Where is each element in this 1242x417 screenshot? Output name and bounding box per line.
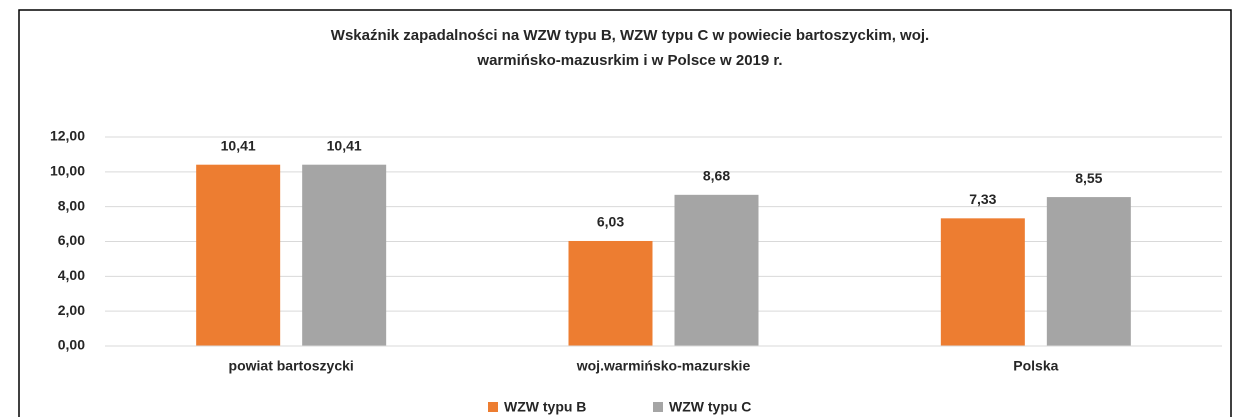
data-label: 8,68	[703, 168, 730, 184]
bar	[196, 164, 281, 346]
x-tick-label: powiat bartoszycki	[229, 358, 354, 374]
chart-title: warmińsko-mazusrkim i w Polsce w 2019 r.	[476, 52, 782, 69]
data-label: 10,41	[221, 137, 256, 153]
y-tick-label: 10,00	[50, 163, 85, 179]
bar	[1046, 197, 1131, 346]
data-label: 7,33	[969, 191, 996, 207]
bar	[568, 240, 653, 346]
y-tick-label: 2,00	[58, 302, 85, 318]
y-tick-label: 12,00	[50, 128, 85, 144]
legend-swatch	[488, 402, 498, 412]
data-label: 6,03	[597, 214, 624, 230]
bar	[674, 194, 759, 346]
chart-title: Wskaźnik zapadalności na WZW typu B, WZW…	[331, 27, 929, 44]
x-tick-label: woj.warmińsko-mazurskie	[576, 358, 751, 374]
legend-label: WZW typu B	[504, 399, 586, 415]
legend-label: WZW typu C	[669, 399, 751, 415]
data-label: 10,41	[327, 137, 362, 153]
x-tick-label: Polska	[1013, 358, 1058, 374]
bar	[940, 218, 1025, 346]
data-label: 8,55	[1075, 170, 1102, 186]
legend-swatch	[653, 402, 663, 412]
bar	[302, 164, 387, 346]
y-tick-label: 8,00	[58, 197, 85, 213]
y-tick-label: 0,00	[58, 337, 85, 353]
y-tick-label: 4,00	[58, 267, 85, 283]
y-tick-label: 6,00	[58, 232, 85, 248]
